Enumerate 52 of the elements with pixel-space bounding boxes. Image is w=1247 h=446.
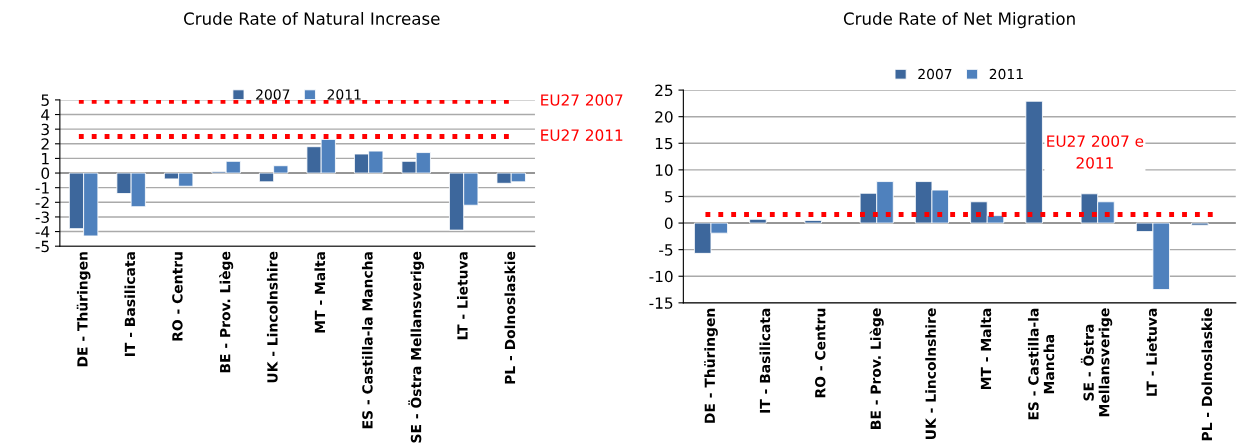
x-tick-label: UK - Lincolnshire [925, 308, 936, 439]
y-tick-label: -1 [35, 182, 49, 194]
x-tick-label: PL - Dolnoslaskie [1201, 308, 1213, 441]
y-tick-label: 5 [665, 191, 673, 203]
y-tick-label: -3 [35, 211, 49, 223]
x-tick-label: LT - Lietuva [456, 252, 468, 340]
legend-label: 2007 [256, 89, 290, 100]
x-tick-label: IT - Basilicata [124, 252, 136, 356]
y-tick-label: 20 [655, 111, 673, 123]
y-tick-label: -5 [35, 240, 49, 253]
y-tick-label: 15 [655, 137, 673, 150]
y-tick-label: 3 [41, 123, 49, 136]
x-tick-label: PL - Dolnoslaskie [504, 251, 516, 384]
x-tick-label: BE - Prov. Liège [869, 308, 884, 429]
y-tick-label: 2 [41, 138, 49, 150]
y-tick-label: 4 [41, 109, 50, 121]
bar [1191, 222, 1209, 226]
y-tick-label: 25 [655, 84, 673, 97]
x-tick-label: UK - Lincolnshire [266, 251, 278, 383]
y-tick-label: -2 [35, 196, 49, 209]
x-tick-label: MT - Malta [980, 308, 992, 390]
x-tick-label: SE - Östra Mellansverige [408, 251, 425, 443]
x-tick-label: IT - Basilicata [759, 308, 771, 413]
legend-label: 2011 [327, 89, 361, 100]
legend-label: 2007 [918, 68, 952, 80]
ref-line-label: EU27 2007 e 2011 [1047, 135, 1144, 169]
x-tick-label: LT - Lietuva [1146, 308, 1157, 396]
x-tick-label: RO - Centru [814, 308, 826, 398]
y-tick-label: -15 [649, 297, 673, 309]
chart-title: Crude Rate of Net Migration [843, 12, 1075, 29]
ref-line-label: EU27 2011 [541, 129, 623, 141]
bar [749, 218, 767, 224]
y-tick-label: 1 [42, 153, 49, 165]
x-tick-label: ES - Castilla-la Mancha [361, 252, 373, 429]
x-tick-label: RO - Centru [172, 252, 183, 341]
x-tick-label: SE - Östra Mellansverige [1080, 308, 1113, 417]
y-tick-label: 0 [664, 217, 673, 230]
x-tick-label: MT - Malta [314, 252, 326, 333]
y-tick-label: 5 [41, 94, 49, 106]
chart-title: Crude Rate of Natural Increase [184, 12, 440, 25]
y-tick-label: -5 [659, 244, 673, 256]
x-tick-label: BE - Prov. Liège [219, 251, 234, 373]
x-tick-label: DE - Thüringen [76, 252, 91, 367]
ref-line-label: EU27 2007 [541, 94, 623, 106]
y-tick-label: 0 [41, 167, 50, 180]
y-tick-label: -4 [35, 226, 50, 238]
bar [804, 219, 822, 224]
x-tick-label: DE - Thüringen [704, 308, 718, 423]
x-tick-label: ES - Castilla-la Mancha [1027, 308, 1055, 420]
legend-label: 2011 [989, 68, 1023, 80]
y-tick-label: -10 [649, 270, 673, 283]
y-tick-label: 10 [655, 164, 673, 176]
